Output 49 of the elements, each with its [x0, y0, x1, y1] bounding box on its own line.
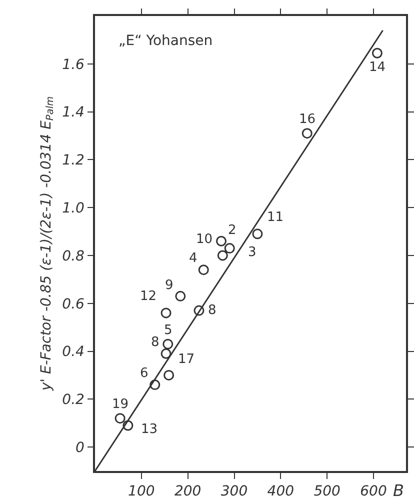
point: [252, 228, 263, 240]
y-tick-label: 0.6: [62, 296, 85, 312]
annotation: 16: [299, 112, 316, 127]
point: [114, 413, 126, 424]
annotation: 8: [208, 303, 216, 318]
y-tick-label: 0.2: [62, 392, 85, 408]
point: [162, 338, 174, 350]
y-tick-label: 1.2: [62, 152, 85, 169]
text: „E“ Yohansen: [118, 32, 213, 49]
annotation: 4: [189, 251, 198, 266]
annotation: 11: [267, 210, 284, 225]
annotation: 10: [196, 232, 213, 247]
y-tick-label: 1.0: [62, 200, 85, 216]
annotation: 14: [369, 60, 386, 75]
point: [372, 48, 382, 58]
annotation: 6: [140, 366, 148, 381]
point: [224, 243, 235, 254]
x-tick-label: 100: [128, 484, 155, 500]
annotation: 9: [165, 278, 174, 293]
point: [175, 290, 186, 302]
x-axis-title: B: [393, 481, 404, 500]
y-tick-label: 1.4: [62, 104, 84, 121]
y-tick-label: 0.4: [62, 344, 84, 360]
point: [160, 308, 172, 318]
annotation: 2: [228, 223, 236, 238]
point: [194, 305, 204, 316]
y-tick-label: 0: [76, 440, 85, 456]
annotation: 13: [141, 422, 158, 437]
point: [198, 264, 209, 276]
x-tick-label: 300: [220, 484, 248, 500]
x-tick-label: 500: [314, 484, 341, 500]
annotation: 19: [112, 397, 129, 412]
y-tick-label: 1.6: [62, 56, 85, 73]
point: [160, 348, 172, 359]
point: [164, 370, 174, 380]
x-tick-label: 600: [360, 484, 387, 500]
x-tick-label: 400: [267, 484, 294, 500]
annotation: 5: [164, 323, 172, 338]
point: [122, 420, 134, 431]
point: [150, 380, 160, 390]
annotation: 17: [178, 352, 195, 367]
point: [302, 128, 312, 139]
annotation: 3: [248, 245, 256, 260]
annotation: 8: [151, 335, 160, 350]
y-tick-label: 0.8: [62, 248, 85, 264]
point: [217, 250, 228, 261]
annotation: 12: [140, 289, 157, 304]
point: [216, 236, 227, 246]
x-tick-label: 200: [174, 484, 202, 500]
